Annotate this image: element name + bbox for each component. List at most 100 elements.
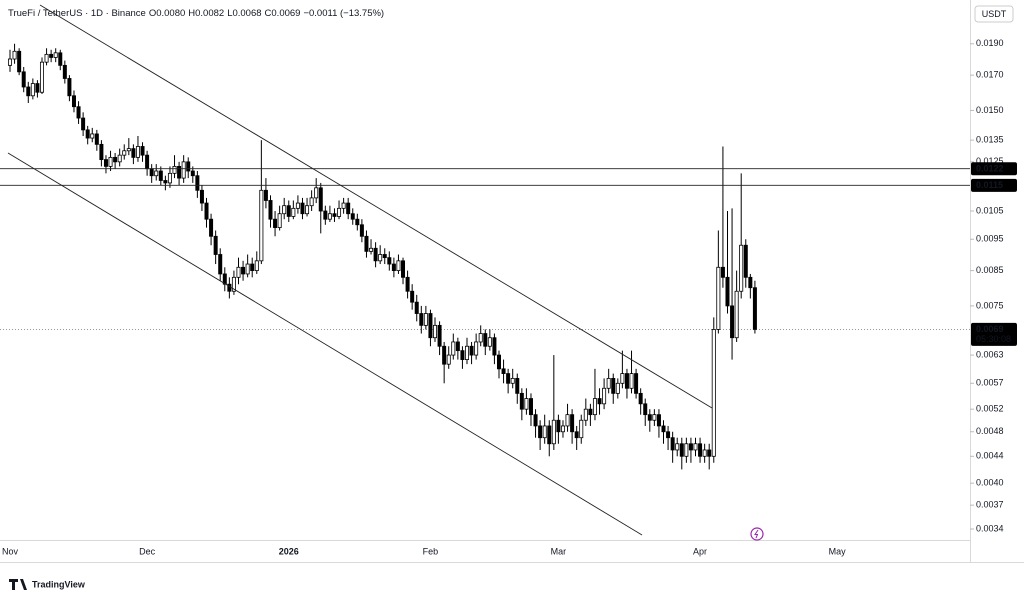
candle-body — [103, 159, 108, 167]
candle-body — [346, 202, 351, 215]
candle-body — [556, 419, 561, 433]
candle-body — [332, 213, 337, 217]
level-label: 0.0122 — [976, 164, 1004, 174]
candle-body — [231, 276, 236, 292]
trend-line — [39, 4, 713, 409]
y-tick-label: 0.0105 — [976, 205, 1004, 215]
candle-body — [670, 437, 675, 451]
candle-body — [501, 368, 506, 374]
candle-body — [314, 187, 319, 199]
candle-body — [309, 197, 314, 207]
y-tick-label: 0.0135 — [976, 135, 1004, 145]
candle-body — [611, 377, 616, 394]
candle-body — [652, 414, 657, 421]
candle-body — [76, 106, 81, 119]
event-icon[interactable] — [750, 527, 764, 541]
candle-body — [295, 202, 300, 209]
candle-body — [373, 247, 378, 262]
candle-body — [94, 133, 99, 145]
legend-item: −0.0011 (−13.75%) — [303, 8, 385, 19]
candle-body — [17, 50, 22, 73]
candle-body — [597, 398, 602, 405]
brand: TradingView — [32, 579, 86, 589]
candle-body — [437, 324, 442, 347]
candle-body — [560, 425, 565, 433]
candle-body — [140, 146, 145, 156]
candle-body — [624, 373, 629, 389]
event-icon-bolt — [754, 529, 759, 539]
candle-body — [218, 254, 223, 275]
candle-body — [496, 354, 501, 370]
candle-body — [163, 180, 168, 184]
candle-body — [122, 150, 127, 156]
candle-body — [241, 266, 246, 275]
candle-body — [199, 189, 204, 204]
candle-body — [387, 257, 392, 265]
candle-body — [62, 64, 67, 79]
candle-body — [487, 337, 492, 347]
y-tick-label: 0.0063 — [976, 349, 1004, 359]
y-tick-label: 0.0044 — [976, 451, 1004, 461]
candle-body — [675, 443, 680, 451]
legend: TrueFi / TetherUS · 1D · Binance O0.0080 H… — [8, 8, 387, 19]
x-tick-label: Dec — [139, 546, 156, 556]
candle-body — [190, 170, 195, 177]
candle-body — [538, 425, 543, 439]
candle-body — [469, 345, 474, 356]
currency-box[interactable] — [974, 5, 1014, 23]
last-price-box — [971, 322, 1017, 346]
candle-body — [273, 218, 278, 229]
candle-body — [382, 254, 387, 259]
candle-body — [451, 341, 456, 356]
candle-body — [483, 333, 488, 347]
trend-line — [7, 152, 643, 536]
y-tick-label: 0.0125 — [976, 156, 1004, 166]
brand-logo — [9, 579, 27, 590]
candle-body — [414, 301, 419, 314]
countdown: 05:30:08 — [976, 334, 1011, 344]
candle-body — [629, 373, 634, 389]
candle-body — [528, 398, 533, 416]
plot-area — [0, 43, 970, 470]
candle-body — [748, 276, 753, 289]
x-tick-label: Apr — [693, 546, 707, 556]
candle-body — [90, 133, 95, 139]
candle-body — [378, 254, 383, 262]
candle-body — [286, 205, 291, 217]
y-tick-label: 0.0057 — [976, 378, 1004, 388]
candle-body — [592, 398, 597, 416]
candle-body — [259, 189, 264, 262]
candle-body — [547, 425, 552, 445]
candle-body — [209, 218, 214, 237]
candle-body — [533, 414, 538, 427]
x-tick-label: Nov — [2, 546, 19, 556]
level-label: 0.0115 — [976, 180, 1003, 190]
candle-body — [401, 260, 406, 278]
candle-body — [181, 161, 186, 179]
candle-body — [204, 202, 209, 220]
last-price-label: 0.0069 — [976, 324, 1004, 334]
candle-body — [478, 333, 483, 343]
candle-body — [186, 161, 191, 172]
candle-body — [428, 313, 433, 339]
candle-body — [419, 313, 424, 326]
candle-body — [71, 95, 76, 108]
candle-body — [702, 449, 707, 457]
candle-body — [300, 202, 305, 215]
candle-body — [12, 50, 17, 60]
candle-body — [30, 83, 35, 97]
candle-body — [542, 425, 547, 439]
candle-body — [743, 244, 748, 278]
candle-body — [693, 443, 698, 451]
x-tick-label: Feb — [423, 546, 439, 556]
candle-body — [213, 235, 218, 255]
candle-body — [707, 449, 712, 457]
candle-body — [117, 154, 122, 163]
candle-body — [716, 266, 721, 330]
candle-body — [305, 205, 310, 215]
candle-body — [643, 403, 648, 416]
currency: USDT — [982, 9, 1007, 19]
candle-body — [154, 170, 159, 177]
candle-body — [250, 263, 255, 272]
